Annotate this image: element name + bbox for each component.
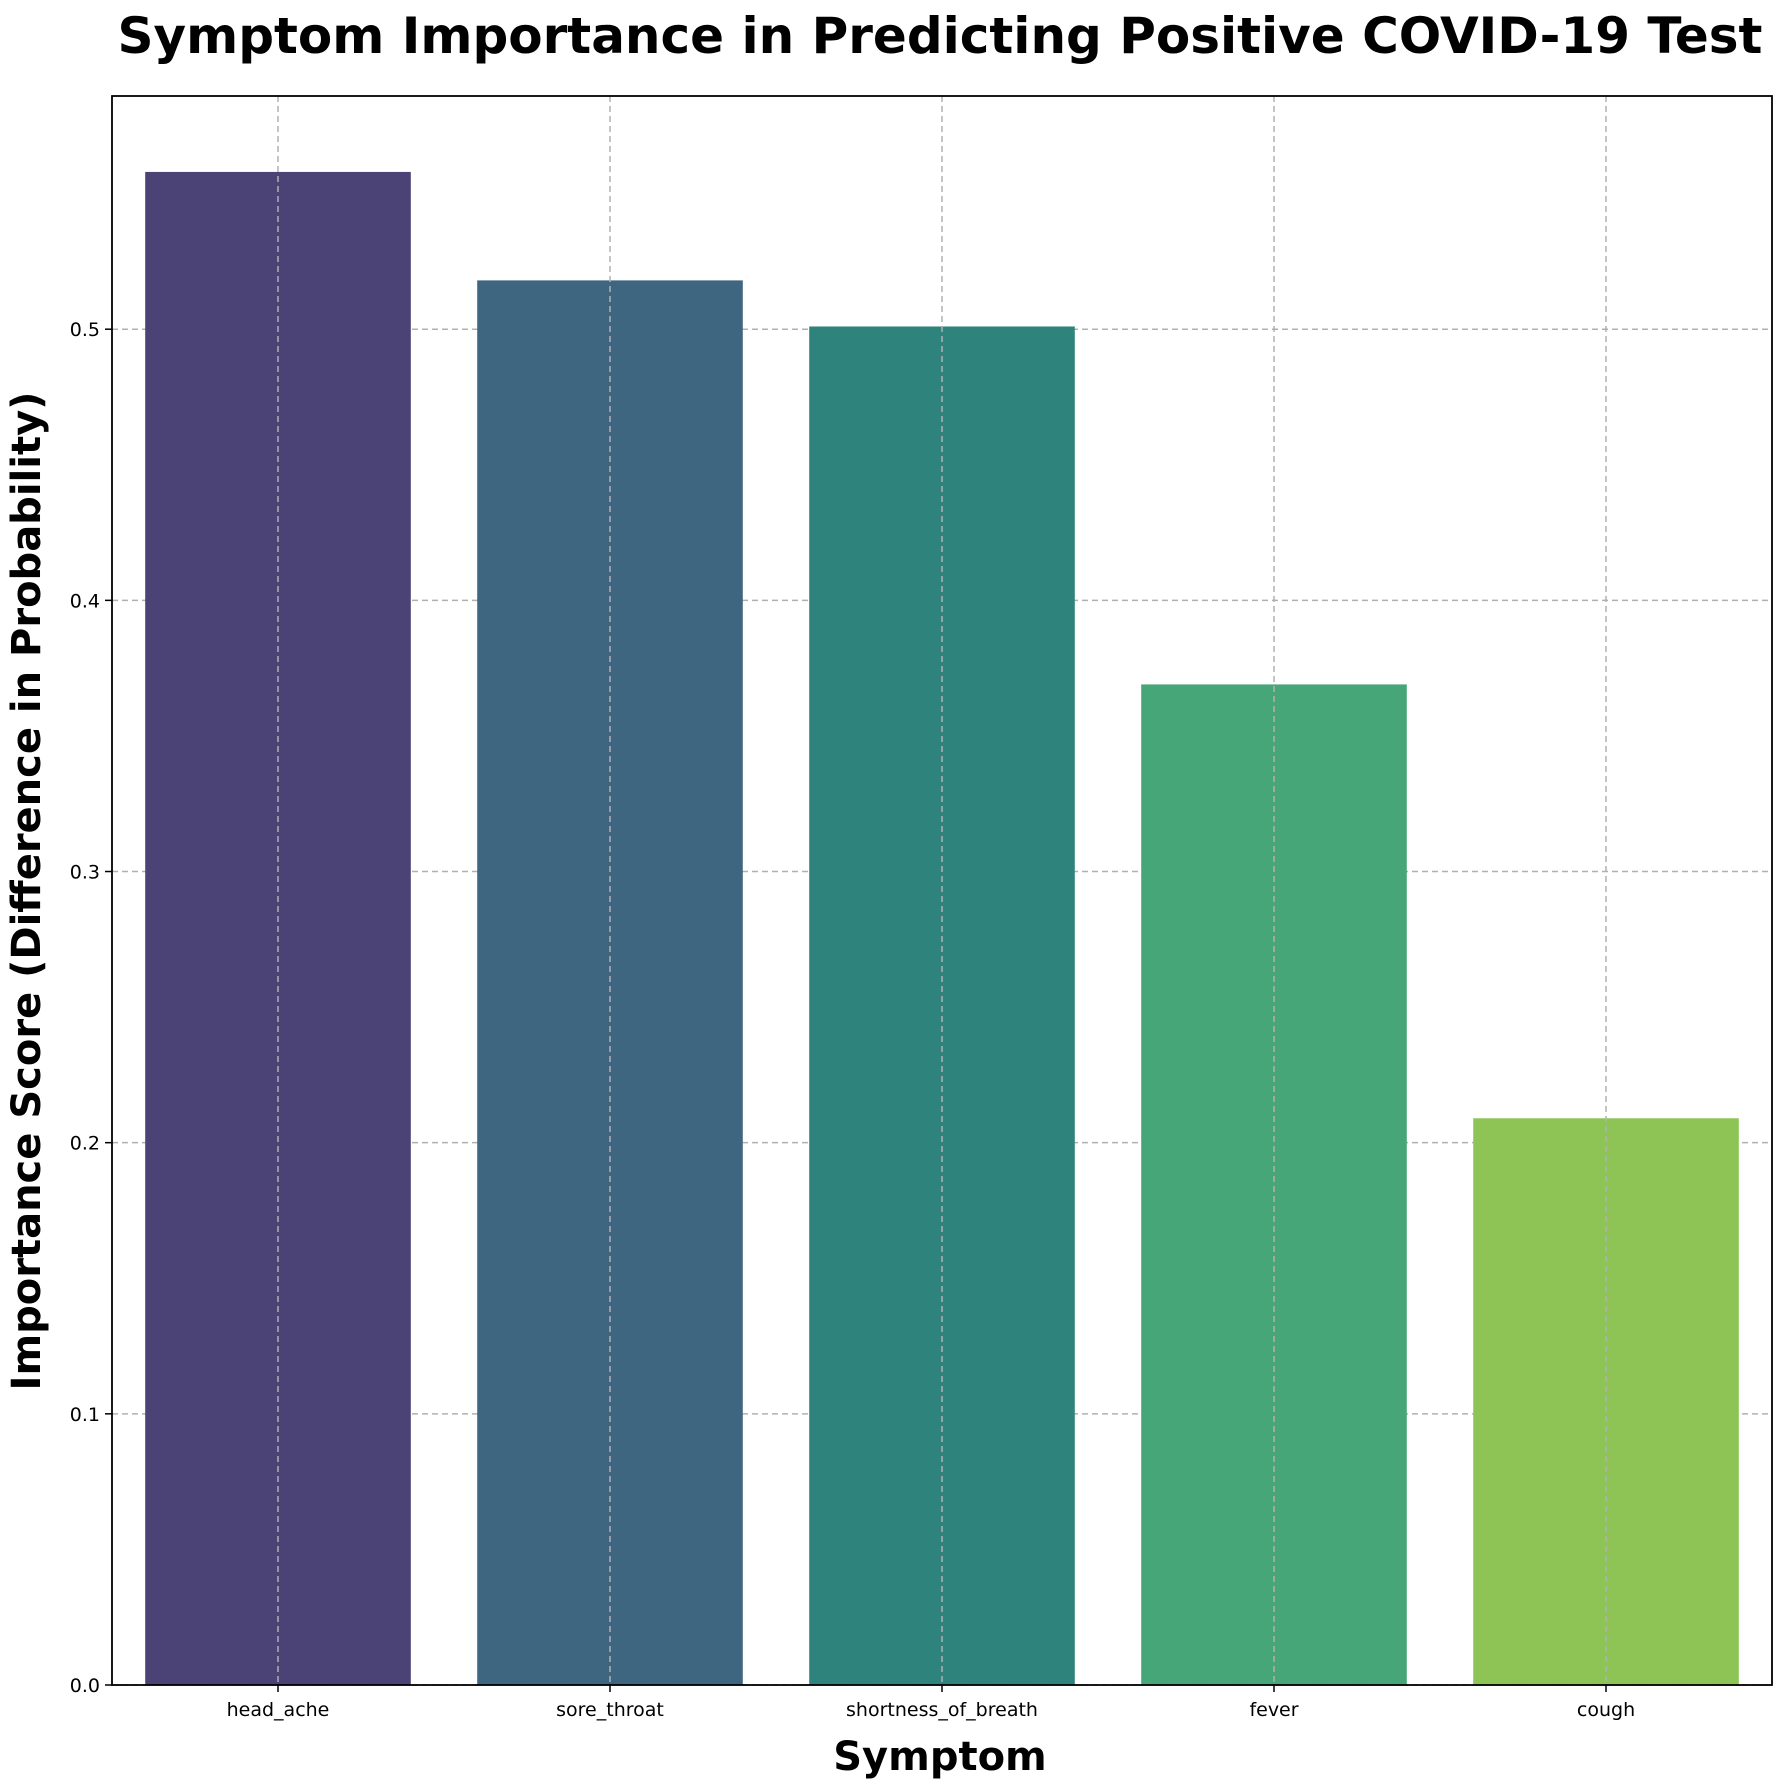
x-axis-ticks: head_ache sore_throat shortness_of_breath f… [227, 1685, 1635, 1721]
y-tick-label: 0.3 [70, 862, 100, 884]
y-tick-label: 0.4 [70, 590, 100, 612]
y-tick-label: 0.2 [70, 1133, 100, 1155]
x-tick-label: cough [1577, 1699, 1635, 1721]
x-tick-label: shortness_of_breath [846, 1699, 1038, 1721]
x-tick-label: head_ache [227, 1699, 330, 1721]
x-tick-label: fever [1249, 1699, 1298, 1721]
y-tick-label: 0.5 [70, 319, 100, 341]
bar-fever [1141, 684, 1407, 1685]
y-axis-ticks: 0.0 0.1 0.2 0.3 0.4 0.5 [70, 319, 112, 1697]
vertical-grid [277, 96, 1607, 1685]
y-tick-label: 0.0 [70, 1675, 100, 1697]
x-tick-label: sore_throat [556, 1699, 664, 1721]
x-axis-label: Symptom [833, 1734, 1046, 1780]
y-axis-label: Importance Score (Difference in Probabil… [4, 392, 50, 1391]
y-tick-label: 0.1 [70, 1404, 100, 1426]
chart-title: Symptom Importance in Predicting Positiv… [118, 7, 1763, 65]
